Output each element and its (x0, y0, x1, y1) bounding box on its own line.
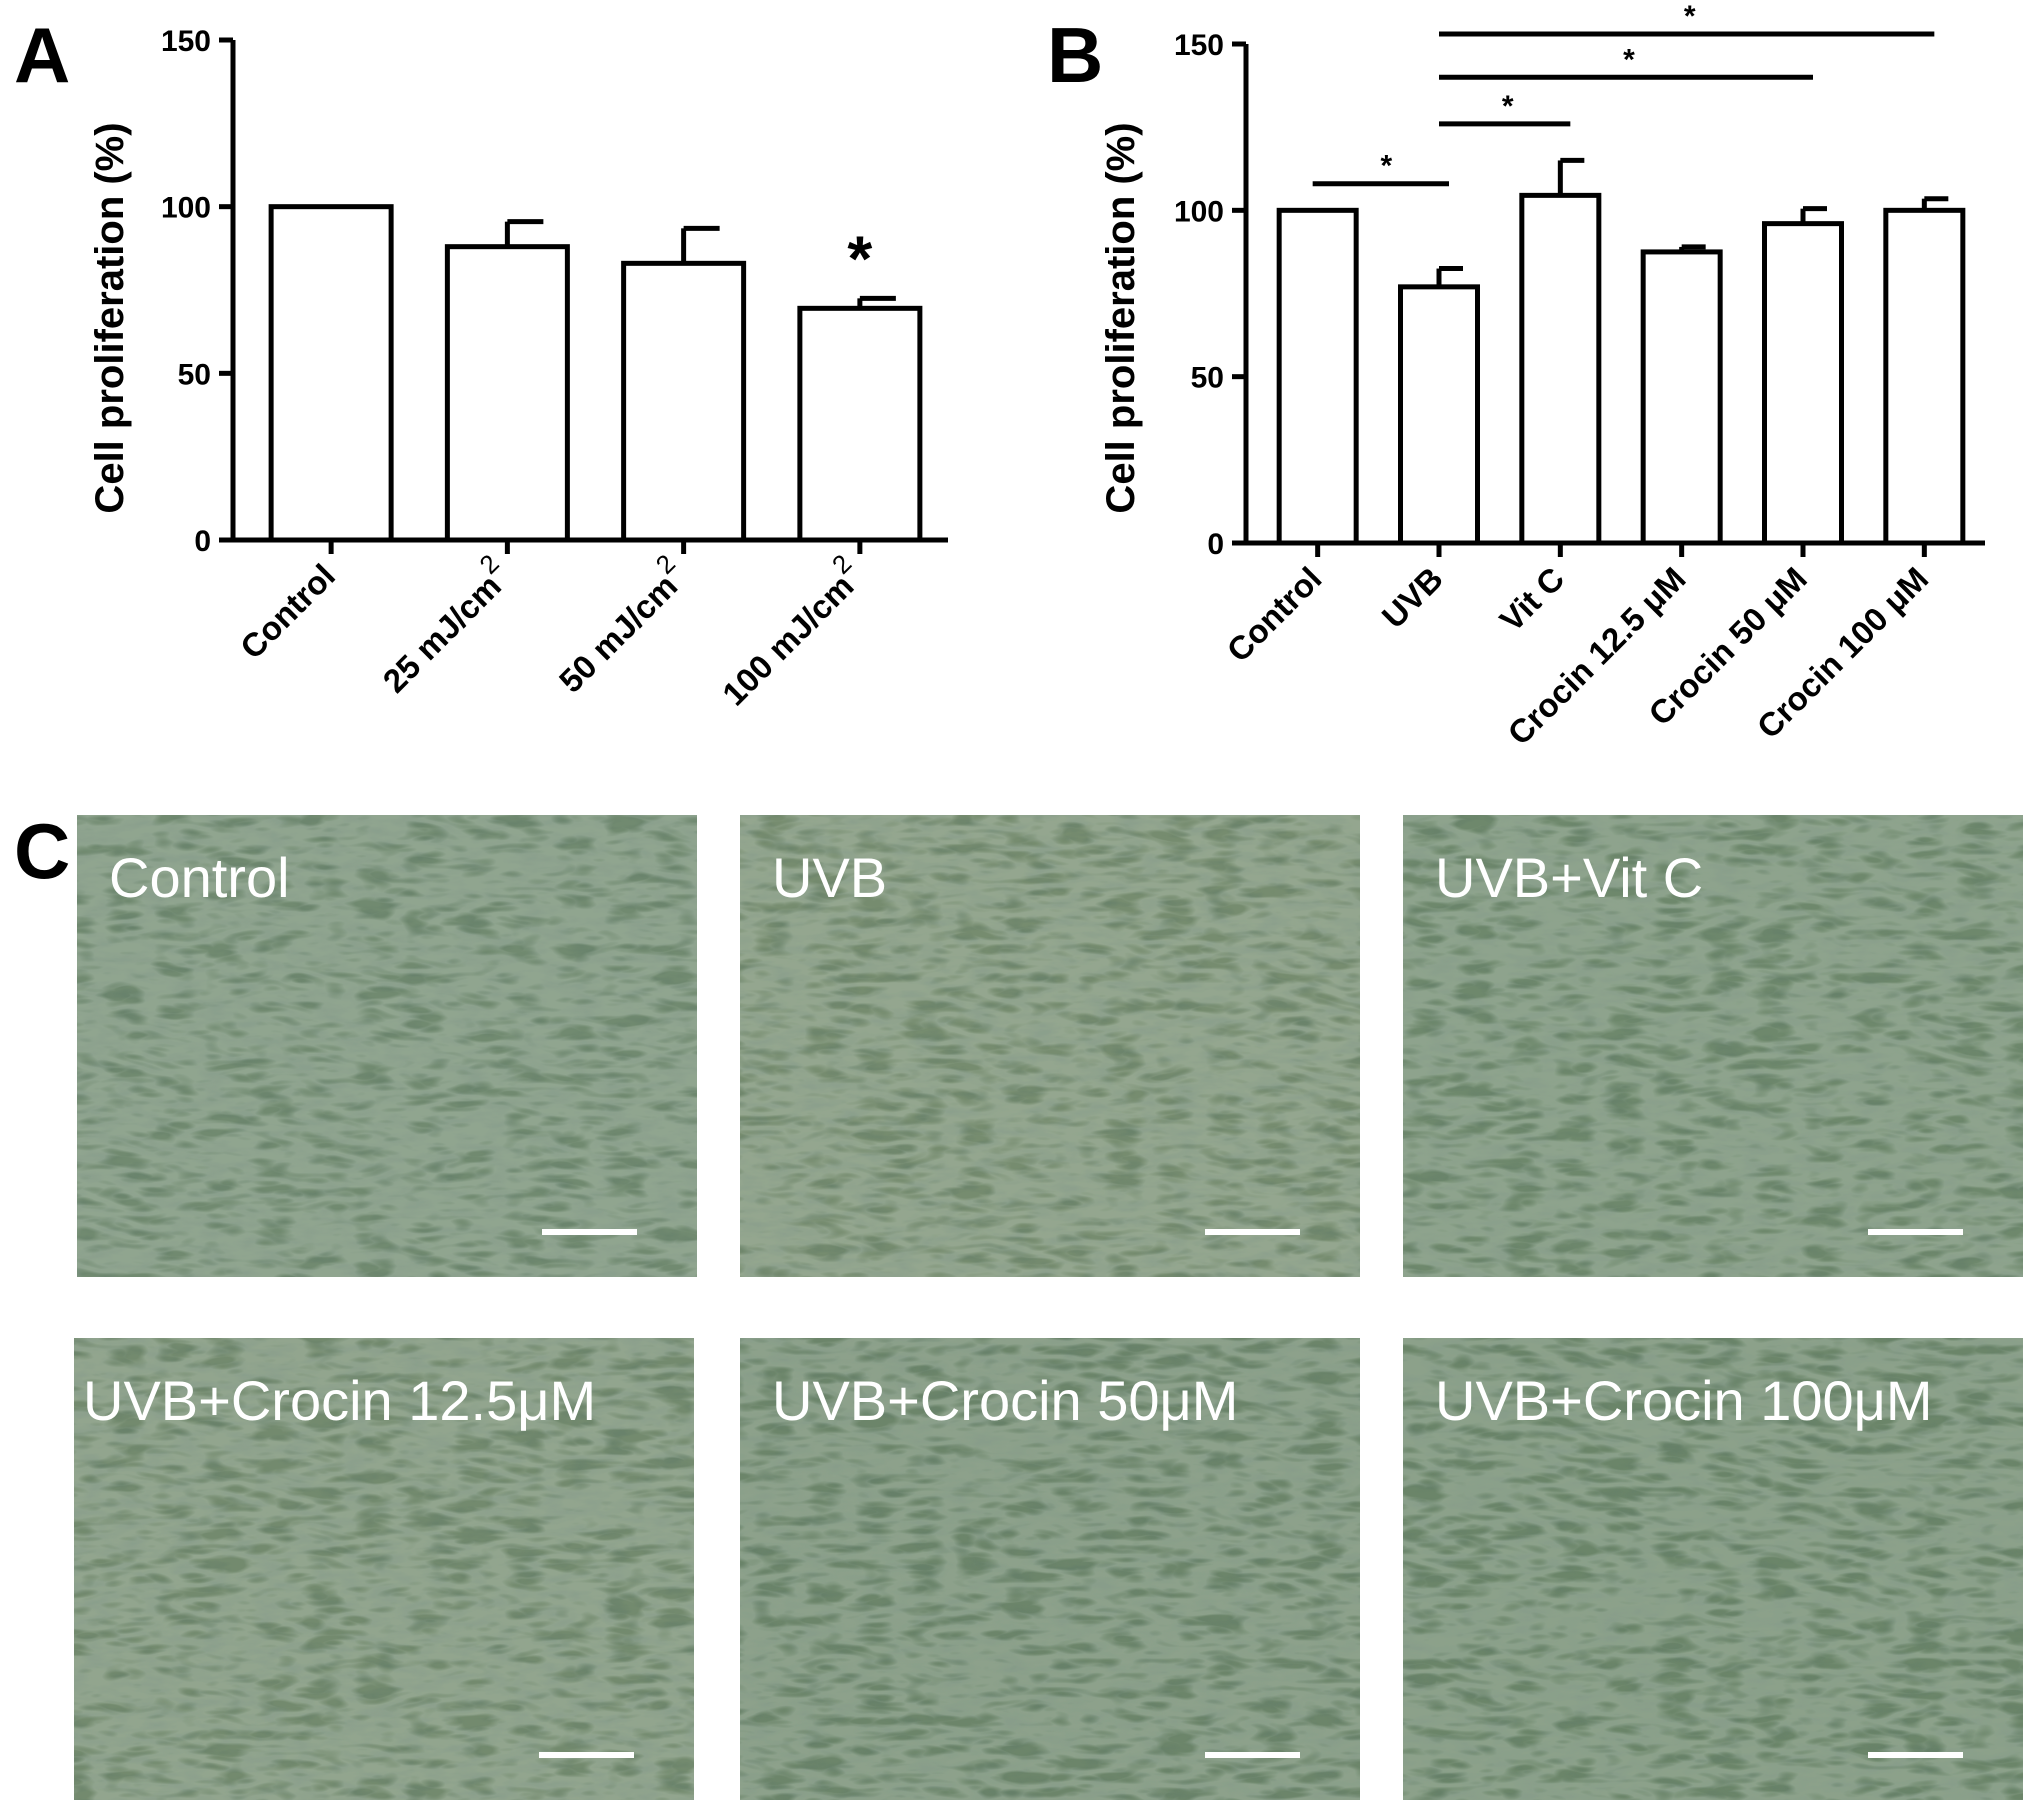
significance-star: * (1502, 90, 1514, 123)
bar (621, 260, 747, 543)
micrograph-tile: UVB+Crocin 100μM (1403, 1338, 2023, 1800)
category-label: Control (233, 557, 342, 666)
bar (797, 305, 923, 543)
category-label: Control (1220, 560, 1329, 669)
micrograph-highlights (1403, 815, 2023, 1277)
panel-letter-c: C (14, 807, 70, 895)
category-label-text: 100 mJ/cm (715, 567, 861, 713)
chart-b: Cell proliferation (%) 0 50 100 150 Control U… (1099, 0, 1985, 752)
chart-a-y-axis-label: Cell proliferation (%) (88, 122, 132, 513)
micrograph-label: UVB+Crocin 50μM (772, 1369, 1238, 1432)
micrograph-grid: Control UVB UVB+Vit C UVB+Crocin 12.5μM UVB+… (74, 815, 2023, 1800)
category-label: 100 mJ/cm2 (707, 548, 871, 712)
micrograph-label: UVB+Crocin 12.5μM (83, 1369, 596, 1432)
y-tick-label: 0 (1207, 528, 1224, 561)
significance-star: * (1380, 150, 1392, 183)
bar (1883, 207, 1966, 546)
micrograph-tile: Control (77, 815, 697, 1277)
significance-star: * (1684, 0, 1696, 33)
y-tick-label: 150 (161, 25, 211, 58)
micrograph-highlights (74, 1338, 694, 1800)
y-tick-label: 100 (1174, 195, 1224, 228)
micrograph-label: UVB+Vit C (1435, 846, 1703, 909)
category-label: UVB (1375, 560, 1450, 635)
micrograph-tile: UVB+Crocin 50μM (740, 1338, 1360, 1800)
chart-b-y-axis-label: Cell proliferation (%) (1099, 122, 1143, 513)
category-label: 25 mJ/cm2 (367, 548, 518, 699)
bar (1276, 207, 1359, 546)
category-label-text: 25 mJ/cm (376, 567, 509, 700)
significance-star: * (847, 222, 872, 294)
category-label-text: Vit C (1492, 560, 1571, 639)
micrograph-label: UVB+Crocin 100μM (1435, 1369, 1933, 1432)
bar (268, 204, 394, 543)
panel-letter-a: A (14, 11, 70, 99)
micrograph-highlights (740, 1338, 1360, 1800)
micrograph-tile: UVB+Crocin 12.5μM (74, 1338, 694, 1800)
micrograph-highlights (740, 815, 1360, 1277)
bar (1398, 284, 1480, 546)
y-tick-label: 50 (178, 358, 211, 391)
bar (1640, 249, 1723, 546)
significance-star: * (1623, 43, 1635, 76)
y-tick-label: 0 (194, 525, 211, 558)
category-label-text: Control (1220, 560, 1329, 669)
micrograph-tile: UVB (740, 815, 1360, 1277)
y-tick-label: 150 (1174, 29, 1224, 62)
micrograph-highlights (1403, 1338, 2023, 1800)
micrograph-label: UVB (772, 846, 887, 909)
micrograph-tile: UVB+Vit C (1403, 815, 2023, 1277)
micrograph-highlights (77, 815, 697, 1277)
micrograph-label: Control (109, 846, 290, 909)
bar (1519, 192, 1602, 546)
category-label-text: Control (233, 557, 342, 666)
bar (1762, 221, 1844, 546)
category-label: Vit C (1492, 560, 1571, 639)
category-label: 50 mJ/cm2 (543, 548, 694, 699)
category-label-text: 50 mJ/cm (552, 567, 685, 700)
category-label-text: UVB (1375, 560, 1450, 635)
y-tick-label: 50 (1191, 362, 1224, 395)
panel-letter-b: B (1047, 11, 1103, 99)
y-tick-label: 100 (161, 192, 211, 225)
bar (444, 244, 570, 543)
